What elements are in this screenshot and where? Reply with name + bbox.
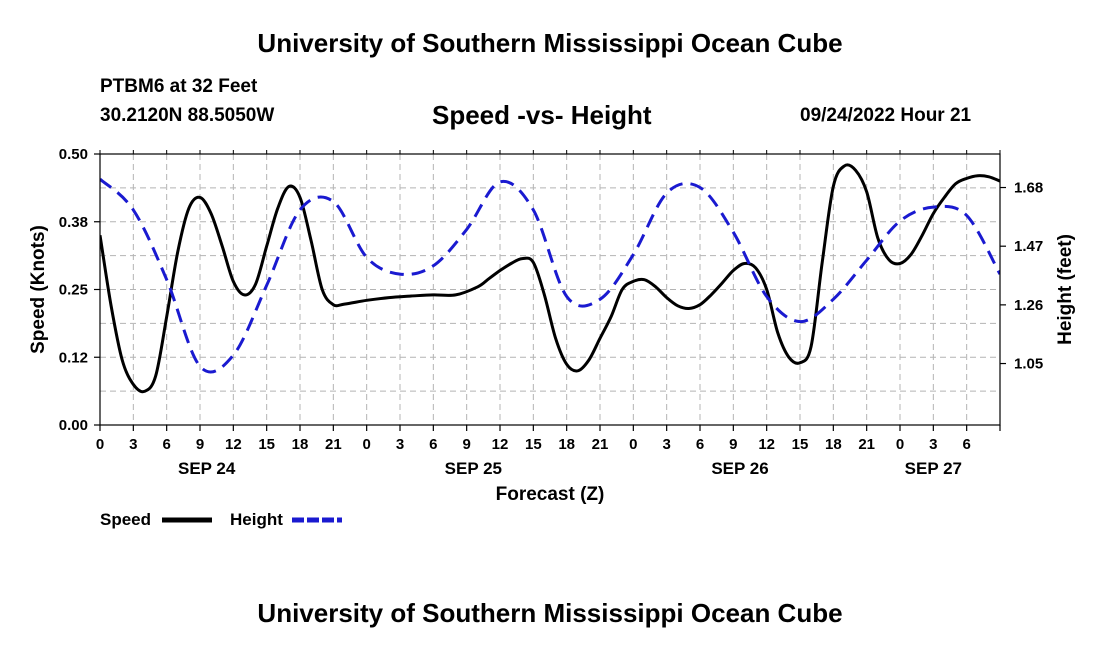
y-axis-label-left: Speed (Knots)	[28, 225, 49, 354]
y-tick-label-right: 1.68	[1014, 180, 1043, 197]
x-tick-label: 21	[325, 436, 342, 453]
x-tick-label: 3	[929, 436, 937, 453]
x-tick-label: 3	[662, 436, 670, 453]
y-tick-label: 0.50	[59, 146, 88, 163]
y-tick-label: 0.25	[59, 282, 88, 299]
x-tick-label: 9	[462, 436, 470, 453]
page-title: University of Southern Mississippi Ocean…	[257, 28, 843, 58]
date-label: SEP 27	[905, 459, 962, 478]
x-tick-label: 0	[362, 436, 370, 453]
station-name: PTBM6 at 32 Feet	[100, 76, 258, 97]
x-tick-label: 18	[825, 436, 842, 453]
x-tick-label: 0	[896, 436, 904, 453]
x-tick-label: 6	[429, 436, 437, 453]
y-tick-label: 0.00	[59, 417, 88, 434]
series-line-height	[100, 177, 1000, 374]
legend-label-height: Height	[230, 510, 283, 529]
x-tick-label: 12	[758, 436, 775, 453]
axis-ticks: 0 3 6 9 12 15 18 21 0 3 6 9 12 15 18 21 0 3 6 9 12 15 18 21 0 3 6S…	[59, 146, 1043, 478]
y-tick-label: 0.38	[59, 214, 88, 231]
station-coordinates: 30.2120N 88.5050W	[100, 105, 275, 126]
series-layer	[100, 163, 1000, 394]
legend: Speed Height	[100, 510, 342, 529]
y-axis-label-right: Height (feet)	[1055, 234, 1076, 345]
x-tick-label: 21	[858, 436, 875, 453]
x-tick-label: 18	[558, 436, 575, 453]
x-tick-label: 0	[629, 436, 637, 453]
x-tick-label: 15	[792, 436, 809, 453]
footer-title: University of Southern Mississippi Ocean…	[257, 598, 843, 628]
x-tick-label: 12	[492, 436, 509, 453]
x-tick-label: 15	[258, 436, 275, 453]
chart-title: Speed -vs- Height	[432, 100, 652, 130]
y-tick-label-right: 1.05	[1014, 356, 1043, 373]
x-tick-label: 6	[162, 436, 170, 453]
x-tick-label: 15	[525, 436, 542, 453]
date-label: SEP 25	[445, 459, 502, 478]
x-tick-label: 3	[396, 436, 404, 453]
x-tick-label: 3	[129, 436, 137, 453]
x-tick-label: 18	[292, 436, 309, 453]
x-tick-label: 0	[96, 436, 104, 453]
x-axis-label: Forecast (Z)	[496, 484, 605, 505]
grid	[100, 154, 1000, 425]
x-tick-label: 6	[696, 436, 704, 453]
x-tick-label: 9	[196, 436, 204, 453]
series-line-speed	[100, 163, 1000, 394]
legend-label-speed: Speed	[100, 510, 151, 529]
y-tick-label: 0.12	[59, 349, 88, 366]
date-label: SEP 26	[711, 459, 768, 478]
forecast-datetime: 09/24/2022 Hour 21	[800, 105, 972, 126]
x-tick-label: 12	[225, 436, 242, 453]
date-label: SEP 24	[178, 459, 236, 478]
x-tick-label: 21	[592, 436, 609, 453]
y-tick-label-right: 1.47	[1014, 238, 1043, 255]
x-tick-label: 9	[729, 436, 737, 453]
x-tick-label: 6	[962, 436, 970, 453]
y-tick-label-right: 1.26	[1014, 297, 1043, 314]
